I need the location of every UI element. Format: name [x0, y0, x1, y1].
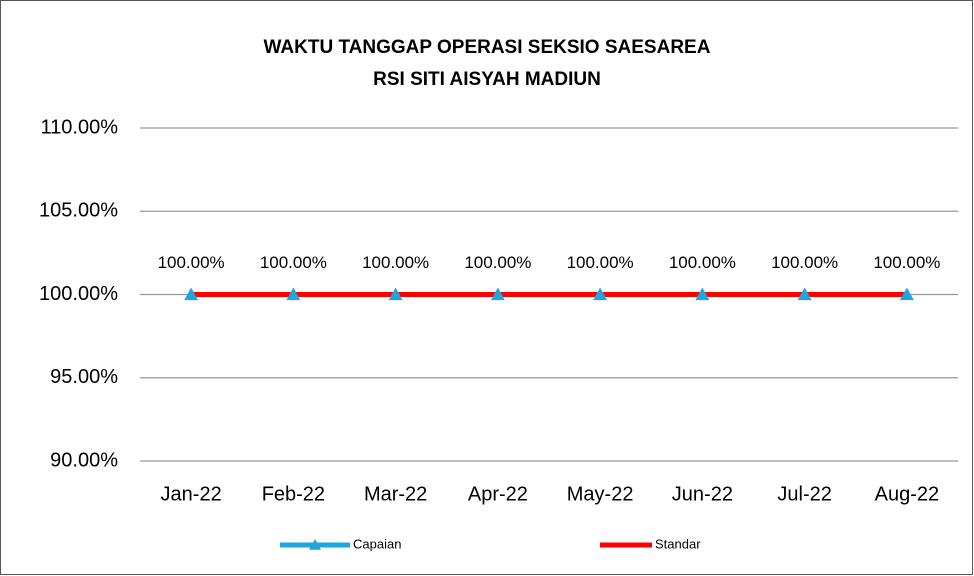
marker	[695, 287, 710, 301]
x-tick-label: Mar-22	[364, 483, 427, 505]
x-tick-label: Jun-22	[672, 483, 733, 505]
legend-label: Capaian	[353, 536, 401, 551]
y-tick-label: 90.00%	[50, 449, 118, 471]
data-label: 100.00%	[362, 253, 429, 272]
y-tick-label: 100.00%	[39, 283, 118, 305]
x-tick-label: Feb-22	[262, 483, 325, 505]
marker	[899, 287, 914, 301]
data-label: 100.00%	[464, 253, 531, 272]
data-label: 100.00%	[771, 253, 838, 272]
y-tick-label: 110.00%	[41, 116, 119, 138]
x-tick-label: Aug-22	[875, 483, 940, 505]
marker	[797, 287, 812, 301]
marker	[490, 287, 505, 301]
marker	[286, 287, 301, 301]
x-tick-label: May-22	[567, 483, 634, 505]
x-tick-label: Jul-22	[777, 483, 831, 505]
chart-title: RSI SITI AISYAH MADIUN	[373, 69, 601, 90]
x-tick-label: Jan-22	[161, 483, 222, 505]
marker	[388, 287, 403, 301]
data-label: 100.00%	[260, 253, 327, 272]
data-label: 100.00%	[567, 253, 634, 272]
marker	[593, 287, 608, 301]
legend-label: Standar	[655, 536, 701, 551]
x-tick-label: Apr-22	[468, 483, 528, 505]
marker	[184, 287, 199, 301]
marks	[184, 287, 914, 301]
y-tick-label: 95.00%	[50, 366, 118, 388]
legend-marker	[309, 539, 321, 550]
y-tick-label: 105.00%	[39, 200, 118, 222]
chart-title: WAKTU TANGGAP OPERASI SEKSIO SAESAREA	[264, 37, 711, 58]
data-label: 100.00%	[873, 253, 940, 272]
labels: 90.00% 95.00% 100.00% 105.00% 110.00% Jan-22 F…	[39, 116, 940, 551]
data-label: 100.00%	[669, 253, 736, 272]
data-label: 100.00%	[158, 253, 225, 272]
